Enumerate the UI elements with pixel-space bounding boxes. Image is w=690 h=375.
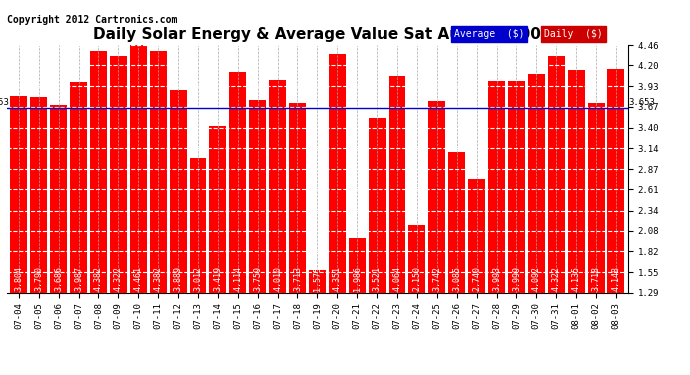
Bar — [289, 104, 306, 292]
Bar — [229, 72, 246, 292]
Text: 2.150: 2.150 — [413, 266, 422, 291]
Text: 3.085: 3.085 — [452, 266, 461, 291]
Text: 3.790: 3.790 — [34, 266, 43, 291]
Text: 3.993: 3.993 — [492, 266, 501, 291]
Text: 3.653: 3.653 — [0, 98, 9, 107]
Title: Daily Solar Energy & Average Value Sat Aug 4 06:00: Daily Solar Energy & Average Value Sat A… — [93, 27, 542, 42]
Text: Average  ($): Average ($) — [454, 29, 524, 39]
Text: 4.010: 4.010 — [273, 266, 282, 291]
Text: 4.322: 4.322 — [552, 266, 561, 291]
Text: 3.759: 3.759 — [253, 266, 262, 291]
Bar — [508, 81, 525, 292]
Text: 3.521: 3.521 — [373, 266, 382, 291]
Text: 1.986: 1.986 — [353, 266, 362, 291]
Bar — [488, 81, 505, 292]
Text: 3.742: 3.742 — [433, 266, 442, 291]
Text: 3.419: 3.419 — [213, 266, 222, 291]
Text: 4.092: 4.092 — [532, 266, 541, 291]
Text: 4.382: 4.382 — [94, 266, 103, 291]
Text: 3.804: 3.804 — [14, 266, 23, 291]
Bar — [30, 97, 47, 292]
Bar — [368, 118, 386, 292]
Text: 4.114: 4.114 — [233, 266, 242, 291]
Text: 1.575: 1.575 — [313, 266, 322, 291]
Bar — [150, 51, 166, 292]
Bar — [448, 152, 465, 292]
Text: 3.686: 3.686 — [54, 266, 63, 291]
Bar — [10, 96, 28, 292]
Text: 4.148: 4.148 — [611, 266, 620, 291]
Bar — [309, 270, 326, 292]
Bar — [348, 238, 366, 292]
Text: 3.653: 3.653 — [628, 98, 655, 107]
Bar — [408, 225, 425, 292]
Bar — [548, 56, 564, 292]
Bar — [528, 74, 545, 292]
Bar — [50, 105, 67, 292]
Text: 4.461: 4.461 — [134, 266, 143, 291]
Bar — [568, 70, 584, 292]
Text: 4.135: 4.135 — [571, 266, 581, 291]
Bar — [329, 54, 346, 292]
Text: 3.999: 3.999 — [512, 266, 521, 291]
Bar — [469, 179, 485, 292]
Bar — [210, 126, 226, 292]
Bar — [588, 103, 604, 292]
Bar — [170, 90, 186, 292]
Bar — [388, 76, 406, 292]
Bar — [90, 51, 107, 292]
Text: 3.987: 3.987 — [74, 266, 83, 291]
Text: 2.740: 2.740 — [472, 266, 481, 291]
Text: 4.382: 4.382 — [154, 266, 163, 291]
Bar — [190, 158, 206, 292]
Bar — [607, 69, 624, 292]
Bar — [249, 100, 266, 292]
Text: 4.322: 4.322 — [114, 266, 123, 291]
Text: 4.064: 4.064 — [393, 266, 402, 291]
Bar — [130, 45, 147, 292]
Bar — [269, 80, 286, 292]
Text: 3.713: 3.713 — [293, 266, 302, 291]
Text: 3.889: 3.889 — [174, 266, 183, 291]
Bar — [110, 56, 127, 292]
Text: Copyright 2012 Cartronics.com: Copyright 2012 Cartronics.com — [7, 15, 177, 25]
Bar — [70, 82, 87, 292]
Text: 3.718: 3.718 — [591, 266, 600, 291]
Text: Daily  ($): Daily ($) — [544, 29, 603, 39]
Bar — [428, 101, 445, 292]
Text: 4.351: 4.351 — [333, 266, 342, 291]
Text: 3.012: 3.012 — [193, 266, 202, 291]
